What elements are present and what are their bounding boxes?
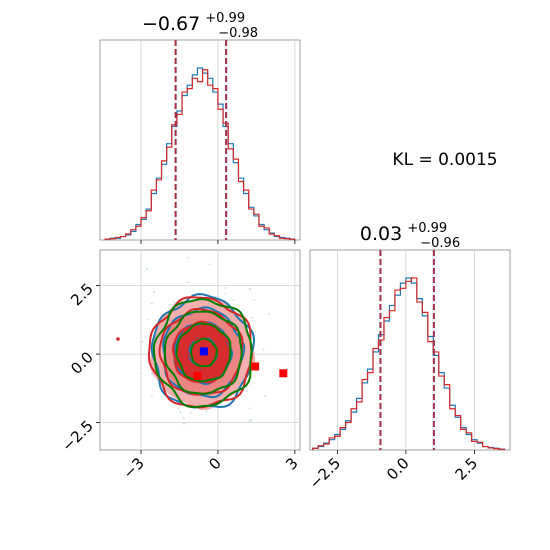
- contour-line: [163, 310, 243, 395]
- scatter-point: [264, 394, 266, 397]
- scatter-point: [153, 290, 155, 293]
- scatter-point: [253, 298, 256, 301]
- x-ticks: −3 0 3: [119, 450, 302, 482]
- markers: [116, 337, 288, 381]
- panel-marginal-x2: −2.5 0.0 2.5 0.03 +0.99 −0.96: [306, 217, 511, 493]
- scatter-point: [306, 341, 308, 343]
- tick-label: 0.0: [383, 454, 413, 484]
- histograms: [312, 277, 506, 450]
- marginal-title: −0.67 +0.99 −0.98: [142, 7, 258, 41]
- scatter-point: [219, 420, 222, 423]
- contour-line: [158, 307, 244, 396]
- scatter-point: [151, 373, 154, 375]
- histogram-series: [312, 277, 506, 450]
- truth-marker: [279, 369, 288, 378]
- x-ticks: −2.5 0.0 2.5: [306, 450, 481, 493]
- scatter-point: [250, 317, 253, 319]
- scatter-point: [129, 452, 131, 454]
- contour-line: [147, 296, 253, 409]
- grid: [100, 250, 300, 450]
- scatter-point: [173, 301, 176, 304]
- scatter-point: [267, 313, 270, 315]
- title-median: 0.03: [360, 223, 402, 245]
- contour-line: [175, 322, 232, 383]
- tick-label: −2.5: [306, 454, 344, 492]
- scatter-point: [190, 411, 192, 414]
- tick-label: −3: [119, 454, 147, 482]
- title-minus: −0.96: [420, 236, 460, 251]
- tick-label: 3: [282, 454, 301, 473]
- panel-frame: [309, 249, 511, 451]
- scatter-point: [224, 292, 227, 295]
- y-ticks: 2.5 0.0 −2.5: [58, 280, 100, 455]
- scatter-point: [248, 407, 251, 410]
- histogram-series: [104, 67, 296, 240]
- scatter-point: [208, 263, 211, 266]
- panel-marginal-x1: −0.67 +0.99 −0.98: [99, 7, 301, 244]
- scatter-point: [250, 376, 253, 379]
- scatter-point: [187, 281, 189, 284]
- panel-joint: −3 0 3 2.5 0.0 −2.5: [58, 249, 308, 482]
- marginal-title: 0.03 +0.99 −0.96: [360, 217, 460, 251]
- kl-label: KL = 0.0015: [392, 150, 497, 170]
- scatter-point: [232, 299, 235, 301]
- scatter-point: [150, 395, 153, 398]
- truth-marker: [251, 362, 260, 371]
- scatter-point: [141, 340, 143, 343]
- scatter-point: [179, 411, 182, 414]
- histogram-series: [312, 277, 506, 450]
- scatter-point: [249, 384, 252, 387]
- title-plus: +0.99: [407, 221, 447, 236]
- scatter-point: [147, 318, 150, 321]
- scatter-point: [187, 256, 190, 259]
- scatter-point: [224, 287, 227, 289]
- title-median: −0.67: [142, 13, 200, 35]
- grid: [140, 40, 296, 240]
- scatter-point: [250, 419, 253, 421]
- contour-line: [152, 298, 253, 409]
- scatter-point: [248, 420, 251, 422]
- scatter-point: [182, 417, 185, 419]
- histogram-series: [104, 69, 296, 240]
- scatter-point: [146, 268, 148, 270]
- x-ticks: [140, 240, 296, 244]
- scatter-point: [248, 288, 251, 290]
- scatter-point: [246, 379, 249, 382]
- panel-frame: [99, 249, 301, 451]
- scatter-point: [205, 410, 208, 413]
- tick-label: 2.5: [452, 454, 482, 484]
- panel-frame: [99, 39, 301, 241]
- tick-label: 0: [205, 454, 224, 473]
- tick-label: 0.0: [67, 348, 97, 378]
- truth-marker: [199, 347, 208, 356]
- title-plus: +0.99: [205, 11, 245, 26]
- contour-line: [189, 337, 218, 368]
- histograms: [104, 67, 296, 240]
- truth-marker: [193, 372, 202, 381]
- quantile-lines: [174, 40, 228, 240]
- scatter-point: [183, 422, 185, 425]
- quantile-lines: [379, 250, 435, 450]
- scatter-point: [150, 302, 153, 305]
- outlier-point: [116, 337, 120, 341]
- tick-label: 2.5: [67, 280, 97, 310]
- scatter-point: [140, 372, 143, 374]
- scatter-point: [177, 407, 180, 410]
- contours: [147, 293, 256, 409]
- scatter-point: [262, 348, 265, 351]
- tick-label: −2.5: [58, 417, 96, 455]
- title-minus: −0.98: [218, 26, 258, 41]
- contour-line: [150, 293, 256, 409]
